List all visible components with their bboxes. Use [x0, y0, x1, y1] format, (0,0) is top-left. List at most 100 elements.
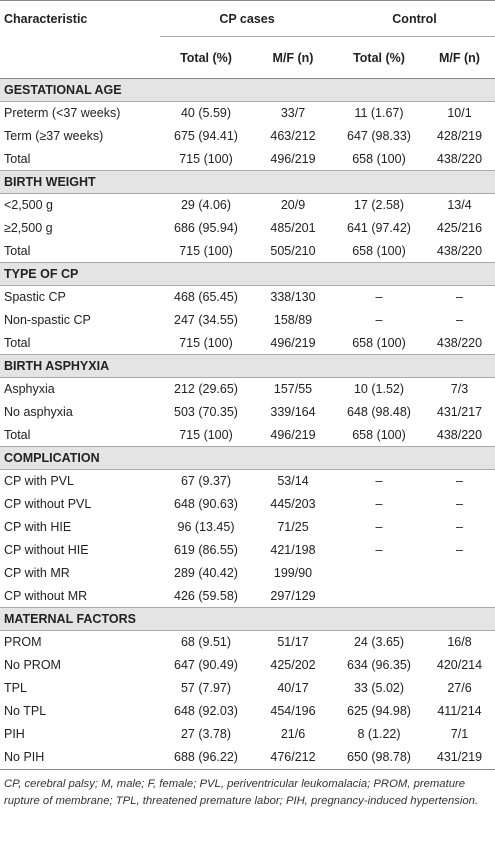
table-cell: 157/55	[273, 382, 313, 397]
table-row: No asphyxia 503 (70.35) 339/164 648 (98.48)…	[0, 401, 495, 424]
table-cell: 438/220	[436, 243, 483, 258]
row-label: Total	[4, 243, 31, 258]
row-label: <2,500 g	[4, 198, 54, 213]
table-cell: 496/219	[270, 335, 316, 350]
row-label: Preterm (<37 weeks)	[4, 106, 121, 121]
section-row: MATERNAL FACTORS	[0, 607, 495, 631]
table-cell: 634 (96.35)	[347, 658, 411, 672]
table-row: Total 715 (100) 496/219 658 (100) 438/220	[0, 332, 495, 355]
table-cell: 289 (40.42)	[174, 566, 238, 580]
table-cell: –	[456, 543, 463, 557]
table-cell: –	[456, 290, 463, 305]
table-cell: 421/198	[270, 543, 316, 557]
column-group-header: Control	[334, 0, 495, 37]
section-title: MATERNAL FACTORS	[0, 607, 495, 631]
table-cell: 648 (92.03)	[174, 704, 238, 718]
subcolumn-header: M/F (n)	[424, 36, 495, 79]
table-row: CP with MR 289 (40.42) 199/90	[0, 562, 495, 585]
table-cell: 29 (4.06)	[180, 198, 232, 213]
table-row: Preterm (<37 weeks) 40 (5.59) 33/7 11 (1.67…	[0, 102, 495, 125]
empty-cell	[424, 585, 495, 608]
row-label: Total	[4, 151, 31, 166]
table-cell: –	[375, 543, 383, 557]
table-cell: 675 (94.41)	[174, 129, 238, 143]
row-label: CP without PVL	[4, 497, 92, 511]
table-cell: 20/9	[280, 198, 306, 213]
table-cell: 24 (3.65)	[353, 635, 405, 650]
subheader-row: Total (%) M/F (n) Total (%) M/F (n)	[0, 36, 495, 79]
table-cell: 158/89	[273, 313, 313, 327]
table-row: PROM 68 (9.51) 51/17 24 (3.65) 16/8	[0, 631, 495, 654]
table-cell: 10 (1.52)	[353, 382, 405, 397]
table-cell: 199/90	[273, 566, 313, 580]
table-cell: 715 (100)	[179, 427, 233, 442]
table-cell: –	[456, 520, 463, 534]
table-cell: 247 (34.55)	[174, 313, 238, 327]
table-cell: 648 (98.48)	[347, 405, 411, 419]
row-label: No asphyxia	[4, 405, 73, 419]
table-cell: 658 (100)	[352, 243, 406, 258]
table-row: No PROM 647 (90.49) 425/202 634 (96.35) 420/…	[0, 654, 495, 677]
table-row: <2,500 g 29 (4.06) 20/9 17 (2.58) 13/4	[0, 194, 495, 217]
table-cell: 27/6	[447, 681, 472, 695]
section-title: GESTATIONAL AGE	[0, 78, 495, 102]
section-title: BIRTH ASPHYXIA	[0, 354, 495, 378]
table-cell: 68 (9.51)	[180, 635, 232, 650]
row-label: PIH	[4, 727, 25, 741]
section-row: GESTATIONAL AGE	[0, 78, 495, 102]
row-label: Asphyxia	[4, 382, 55, 397]
table-cell: 51/17	[277, 635, 309, 650]
table-cell: 438/220	[436, 151, 483, 166]
table-cell: 715 (100)	[179, 151, 233, 166]
table-cell: –	[375, 474, 383, 489]
table-row: Asphyxia 212 (29.65) 157/55 10 (1.52) 7/3	[0, 378, 495, 401]
empty-cell	[334, 562, 424, 585]
row-label: Total	[4, 427, 31, 442]
section-title: BIRTH WEIGHT	[0, 170, 495, 194]
table-cell: –	[375, 497, 383, 511]
row-label: Spastic CP	[4, 290, 66, 305]
table-cell: 454/196	[270, 704, 316, 718]
table-cell: 71/25	[277, 520, 309, 534]
table-row: CP without MR 426 (59.58) 297/129	[0, 585, 495, 608]
table-row: CP without HIE 619 (86.55) 421/198 – –	[0, 539, 495, 562]
column-header: Characteristic	[4, 11, 88, 26]
table-cell: 650 (98.78)	[347, 750, 411, 764]
row-label: CP with HIE	[4, 520, 72, 534]
table-row: CP with HIE 96 (13.45) 71/25 – –	[0, 516, 495, 539]
table-cell: –	[456, 313, 463, 327]
table-cell: 715 (100)	[179, 335, 233, 350]
table-cell: 485/201	[270, 221, 316, 235]
table-cell: 297/129	[270, 588, 316, 603]
subcolumn-header: Total (%)	[160, 36, 252, 79]
table-cell: 57 (7.97)	[180, 681, 232, 695]
table-cell: 647 (98.33)	[347, 129, 411, 143]
table-cell: 431/217	[436, 405, 483, 419]
table-row: Term (≥37 weeks) 675 (94.41) 463/212 647 (9…	[0, 125, 495, 148]
section-row: BIRTH WEIGHT	[0, 170, 495, 194]
section-row: BIRTH ASPHYXIA	[0, 354, 495, 378]
subcolumn-header: Total (%)	[334, 36, 424, 79]
empty-cell	[424, 562, 495, 585]
section-title: TYPE OF CP	[0, 262, 495, 286]
table-row: ≥2,500 g 686 (95.94) 485/201 641 (97.42) 425…	[0, 217, 495, 240]
section-title: COMPLICATION	[0, 446, 495, 470]
table-cell: –	[456, 497, 463, 511]
table-row: Total 715 (100) 496/219 658 (100) 438/220	[0, 424, 495, 447]
table-cell: 476/212	[270, 750, 316, 764]
subcolumn-header: M/F (n)	[252, 36, 334, 79]
row-label: PROM	[4, 635, 42, 650]
table-cell: 641 (97.42)	[347, 221, 411, 235]
header-row: Characteristic CP cases Control	[0, 0, 495, 37]
table-cell: 96 (13.45)	[177, 520, 235, 534]
table-cell: 425/216	[436, 221, 483, 235]
table-row: No TPL 648 (92.03) 454/196 625 (94.98) 411/2…	[0, 700, 495, 723]
row-label: Term (≥37 weeks)	[4, 129, 104, 143]
table-cell: 11 (1.67)	[354, 106, 404, 121]
column-group-header: CP cases	[160, 0, 334, 37]
table-cell: –	[375, 313, 383, 327]
row-label: CP with MR	[4, 566, 70, 580]
data-table: Characteristic CP cases Control Total (%…	[0, 0, 495, 764]
table-cell: 10/1	[447, 106, 472, 121]
